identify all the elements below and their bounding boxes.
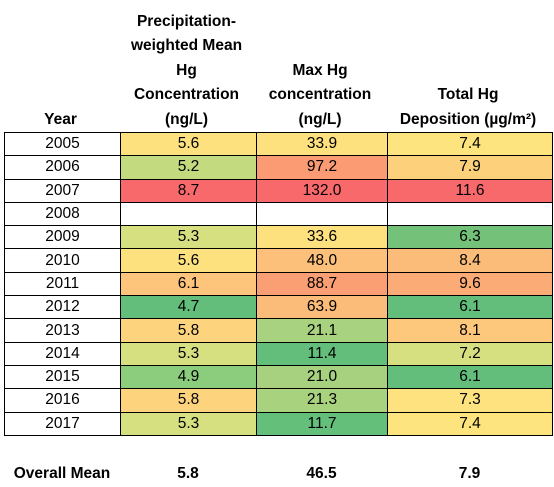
cell-year: 2007 (4, 178, 121, 203)
cell-total-deposition: 7.4 (387, 411, 553, 436)
cell-max-hg: 132.0 (256, 178, 388, 203)
table-row: 2015 4.9 21.0 6.1 (4, 364, 553, 390)
table-row: 2016 5.8 21.3 7.3 (4, 388, 553, 413)
overall-mean-label: Overall Mean (13, 465, 111, 482)
cell-pw-mean: 5.3 (120, 341, 257, 366)
header-line: (ng/L) (298, 110, 342, 128)
cell-max-hg: 11.7 (256, 411, 388, 436)
cell-year: 2017 (4, 411, 121, 436)
table-row: 2012 4.7 63.9 6.1 (4, 295, 553, 320)
cell-total-deposition: 11.6 (387, 178, 553, 203)
table-row: 2009 5.3 33.6 6.3 (4, 225, 553, 250)
hg-data-table: 2005 5.6 33.9 7.4 2006 5.2 97.2 7.9 2007 8.7 132.0… (4, 131, 553, 436)
cell-total-deposition: 6.3 (387, 225, 553, 250)
overall-mean-pw: 5.8 (177, 465, 199, 482)
header-total-deposition: Total Hg Deposition (µg/m²) (387, 0, 549, 132)
cell-total-deposition: 7.3 (387, 388, 553, 413)
header-year-label: Year (44, 110, 77, 128)
cell-year: 2013 (4, 318, 121, 343)
overall-mean-max: 46.5 (306, 465, 337, 482)
cell-total-deposition: 7.9 (387, 155, 553, 180)
cell-year: 2009 (4, 225, 121, 250)
cell-max-hg: 63.9 (256, 295, 388, 320)
table-row: 2017 5.3 11.7 7.4 (4, 411, 553, 436)
table-row: 2013 5.8 21.1 8.1 (4, 318, 553, 343)
cell-max-hg: 21.0 (256, 364, 388, 390)
cell-pw-mean: 6.1 (120, 271, 257, 297)
header-line: Max Hg (292, 61, 348, 79)
cell-pw-mean: 5.6 (120, 131, 257, 157)
header-line: Hg (176, 61, 197, 79)
cell-year: 2014 (4, 341, 121, 366)
cell-total-deposition: 8.4 (387, 248, 553, 273)
table-row: 2010 5.6 48.0 8.4 (4, 248, 553, 273)
cell-pw-mean: 5.2 (120, 155, 257, 180)
table-body: 2005 5.6 33.9 7.4 2006 5.2 97.2 7.9 2007 8.7 132.0… (4, 131, 553, 436)
cell-max-hg: 21.1 (256, 318, 388, 343)
cell-year: 2012 (4, 295, 121, 320)
cell-total-deposition (387, 201, 553, 227)
cell-year: 2010 (4, 248, 121, 273)
cell-pw-mean: 4.7 (120, 295, 257, 320)
cell-max-hg: 33.9 (256, 131, 388, 157)
cell-total-deposition: 6.1 (387, 295, 553, 320)
cell-pw-mean (120, 201, 257, 227)
header-max-hg: Max Hg concentration (ng/L) (256, 0, 384, 132)
table-row: 2011 6.1 88.7 9.6 (4, 271, 553, 297)
cell-max-hg: 88.7 (256, 271, 388, 297)
cell-year: 2011 (4, 271, 121, 297)
cell-year: 2008 (4, 201, 121, 227)
cell-year: 2015 (4, 364, 121, 390)
cell-max-hg (256, 201, 388, 227)
cell-pw-mean: 5.3 (120, 225, 257, 250)
cell-total-deposition: 8.1 (387, 318, 553, 343)
cell-pw-mean: 5.8 (120, 388, 257, 413)
cell-max-hg: 11.4 (256, 341, 388, 366)
header-line: concentration (268, 86, 372, 103)
header-line: Total Hg (437, 86, 499, 103)
header-year: Year (4, 0, 117, 132)
cell-year: 2016 (4, 388, 121, 413)
table-row: 2007 8.7 132.0 11.6 (4, 178, 553, 203)
header-line: (ng/L) (164, 110, 209, 128)
cell-year: 2006 (4, 155, 121, 180)
cell-total-deposition: 7.2 (387, 341, 553, 366)
header-line: weighted Mean (130, 37, 243, 54)
cell-max-hg: 33.6 (256, 225, 388, 250)
cell-total-deposition: 6.1 (387, 364, 553, 390)
overall-mean-dep: 7.9 (458, 465, 481, 482)
table-row: 2008 (4, 201, 553, 227)
cell-pw-mean: 5.3 (120, 411, 257, 436)
cell-pw-mean: 4.9 (120, 364, 257, 390)
table-row: 2005 5.6 33.9 7.4 (4, 131, 553, 157)
cell-year: 2005 (4, 131, 121, 157)
header-precip-weighted-mean: Precipitation- weighted Mean Hg Concentr… (120, 0, 253, 132)
table-row: 2014 5.3 11.4 7.2 (4, 341, 553, 366)
cell-max-hg: 97.2 (256, 155, 388, 180)
cell-total-deposition: 9.6 (387, 271, 553, 297)
cell-pw-mean: 5.6 (120, 248, 257, 273)
cell-max-hg: 48.0 (256, 248, 388, 273)
cell-total-deposition: 7.4 (387, 131, 553, 157)
header-line: Concentration (133, 86, 240, 103)
cell-pw-mean: 5.8 (120, 318, 257, 343)
header-line: Precipitation- (136, 12, 237, 30)
cell-max-hg: 21.3 (256, 388, 388, 413)
cell-pw-mean: 8.7 (120, 178, 257, 203)
table-row: 2006 5.2 97.2 7.9 (4, 155, 553, 180)
header-line: Deposition (µg/m²) (399, 110, 537, 128)
